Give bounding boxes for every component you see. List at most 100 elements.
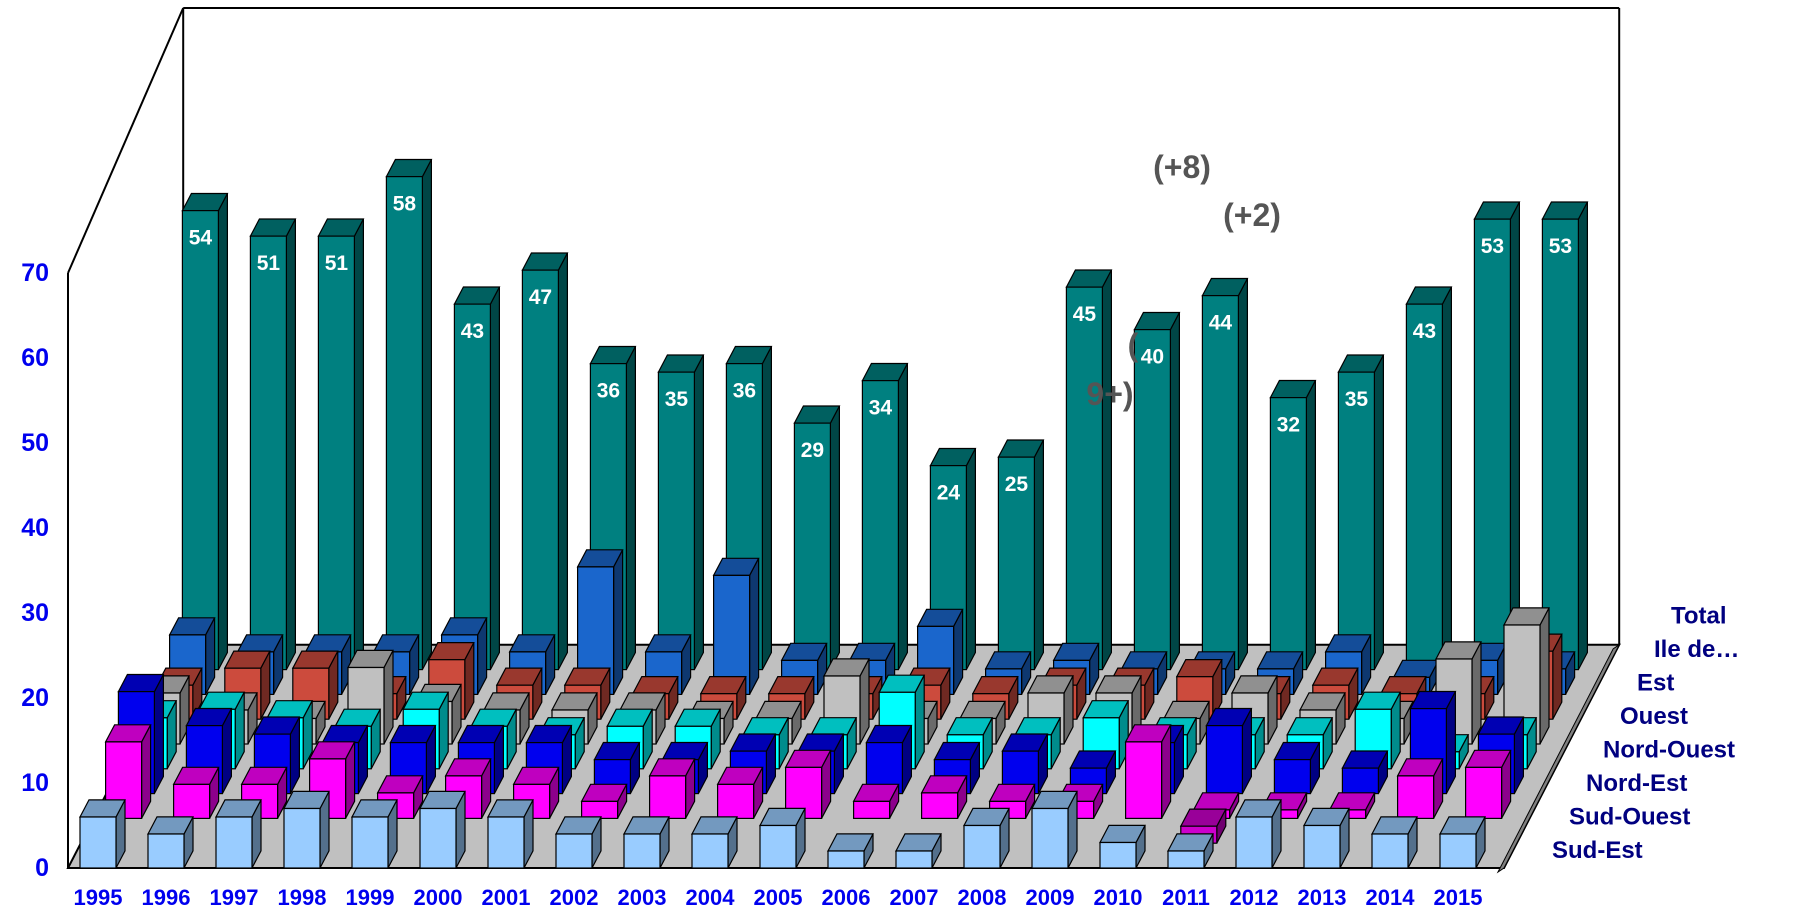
y-tick-label: 40 <box>21 514 49 542</box>
bar-front <box>827 850 865 869</box>
bar <box>1371 816 1418 869</box>
data-label: 36 <box>733 380 756 403</box>
data-label: 45 <box>1073 303 1097 326</box>
bar <box>487 799 534 869</box>
bar <box>852 783 900 820</box>
bar: 40 <box>1133 311 1181 671</box>
series-label: Total <box>1671 603 1727 630</box>
bar-side <box>1577 201 1589 670</box>
x-tick-label: 2009 <box>1026 885 1075 910</box>
bar <box>865 724 913 795</box>
bar-side <box>625 346 637 670</box>
bar <box>283 790 330 869</box>
x-axis: 1995 1996 1997 1998 1999 2000 2001 2002 2003 2004… <box>74 885 1483 910</box>
data-label: 47 <box>529 286 552 309</box>
bar-side <box>353 218 364 670</box>
bar-side <box>761 346 773 670</box>
series-label: Est <box>1637 670 1674 697</box>
x-tick-label: 1997 <box>210 885 259 910</box>
annotation: (+2) <box>1223 197 1281 233</box>
bar-front <box>555 833 593 869</box>
bar <box>1439 816 1486 869</box>
bar-side <box>1237 278 1249 670</box>
bar-side <box>897 363 909 670</box>
y-tick-label: 30 <box>21 599 49 627</box>
bar-side <box>965 448 977 670</box>
floor-edge <box>1496 643 1621 874</box>
bar: 43 <box>1405 286 1453 671</box>
data-label: 32 <box>1277 414 1300 437</box>
bar: 29 <box>793 405 841 671</box>
data-label: 51 <box>257 252 281 275</box>
series-label: Ile de… <box>1654 636 1739 663</box>
bar-front <box>521 269 560 671</box>
bar: 43 <box>453 286 501 671</box>
bar <box>984 651 1032 696</box>
x-tick-label: 1995 <box>74 885 123 910</box>
bar <box>79 799 126 869</box>
bar-front <box>657 371 696 671</box>
bar: 34 <box>861 362 909 671</box>
bar-side <box>153 674 164 794</box>
bar <box>716 766 764 820</box>
bar-side <box>1509 201 1521 670</box>
bar-front <box>852 800 891 820</box>
bar-front <box>181 210 219 671</box>
bar: 53 <box>1473 201 1521 671</box>
bar-front <box>1133 329 1172 671</box>
bar <box>1341 750 1389 795</box>
data-label: 34 <box>869 397 893 420</box>
x-tick-label: 1999 <box>346 885 395 910</box>
bar: 35 <box>657 354 705 671</box>
data-label: 43 <box>461 320 484 343</box>
bar-front <box>1124 741 1163 820</box>
annotation: ( <box>1128 327 1139 363</box>
x-tick-label: 2000 <box>414 885 463 910</box>
data-label: 29 <box>801 439 824 462</box>
bar <box>623 816 670 869</box>
bar-front <box>1439 833 1477 869</box>
bar-front <box>1337 371 1376 671</box>
bar <box>895 833 942 869</box>
bar-front <box>317 235 355 671</box>
bar-front <box>1099 841 1137 869</box>
bar <box>1031 790 1078 869</box>
bar-front <box>712 574 751 696</box>
bar-front <box>215 816 253 869</box>
bar <box>172 766 220 820</box>
bar-side <box>557 252 569 670</box>
data-label: 51 <box>325 252 349 275</box>
data-label: 44 <box>1209 312 1233 335</box>
x-tick-label: 2001 <box>482 885 531 910</box>
y-tick-label: 70 <box>21 259 49 287</box>
bar-front <box>1269 397 1308 671</box>
bar-front <box>1371 833 1409 869</box>
data-label: 43 <box>1413 320 1436 343</box>
y-tick-label: 0 <box>35 854 49 882</box>
x-tick-label: 2002 <box>550 885 599 910</box>
bar <box>555 816 602 869</box>
bar-front <box>249 235 287 671</box>
bar-front <box>997 456 1036 671</box>
bar-front <box>963 824 1001 869</box>
bar <box>691 816 738 869</box>
bar-side <box>1373 354 1385 670</box>
x-tick-label: 2013 <box>1298 885 1347 910</box>
bar-front <box>1065 286 1104 671</box>
bar <box>963 807 1010 869</box>
data-label: 36 <box>597 380 620 403</box>
bar-front <box>1205 724 1244 795</box>
bars: 54 51 51 58 43 47 36 35 36 29 34 24 25 45 40 44 32 35 43 53… <box>79 158 1589 869</box>
series-label: Nord-Est <box>1586 770 1687 797</box>
bar-front <box>895 850 933 869</box>
bar <box>1235 799 1282 869</box>
x-tick-label: 1996 <box>142 885 191 910</box>
data-label: 24 <box>937 482 961 505</box>
y-tick-label: 50 <box>21 429 49 457</box>
x-tick-label: 2014 <box>1366 885 1416 910</box>
bar-front <box>453 303 491 671</box>
bar-front <box>1273 758 1312 795</box>
bar <box>1205 707 1253 795</box>
bar: 32 <box>1269 379 1317 671</box>
bar: 51 <box>317 218 365 671</box>
